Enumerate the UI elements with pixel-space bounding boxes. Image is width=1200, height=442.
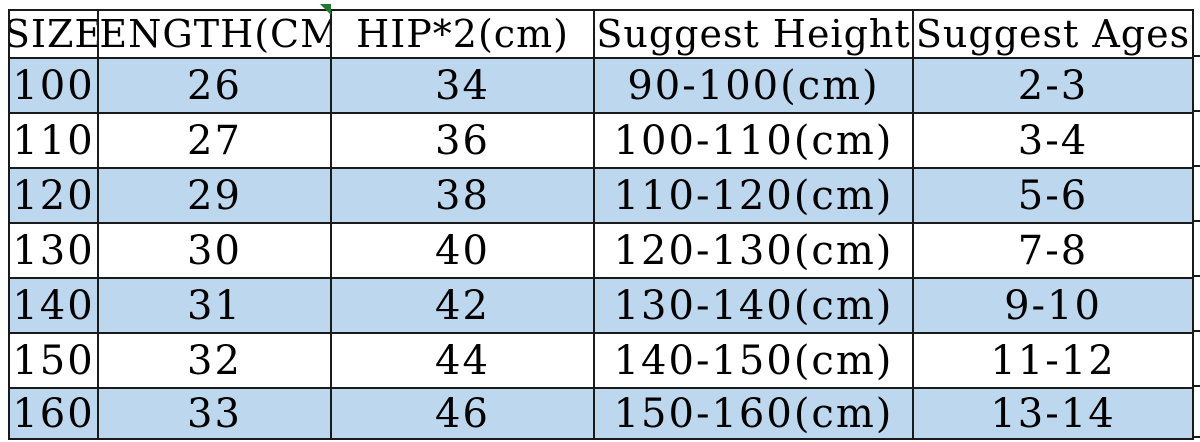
cell-length: 31: [99, 279, 332, 334]
gridline-stub: [1192, 110, 1200, 112]
gridline-stub: [1192, 220, 1200, 222]
cell-length: 29: [99, 169, 332, 224]
gridline-stub: [1192, 165, 1200, 167]
column-header-hip: HIP*2(cm): [332, 11, 595, 59]
cell-suggest-height: 150-160(cm): [595, 389, 914, 440]
gridline-stub: [1192, 436, 1200, 438]
cell-size: 160: [10, 389, 99, 440]
column-header-suggest-height: Suggest Height: [595, 11, 914, 59]
cell-suggest-ages: 5-6: [914, 169, 1194, 224]
cell-hip: 46: [332, 389, 595, 440]
cell-length: 27: [99, 114, 332, 169]
column-header-length: LENGTH(CM): [99, 11, 332, 59]
gridline-stub: [1192, 275, 1200, 277]
cell-suggest-ages: 7-8: [914, 224, 1194, 279]
cell-suggest-height: 100-110(cm): [595, 114, 914, 169]
cell-suggest-ages: 11-12: [914, 334, 1194, 389]
cell-hip: 42: [332, 279, 595, 334]
cell-size: 120: [10, 169, 99, 224]
cell-suggest-ages: 2-3: [914, 59, 1194, 114]
cell-size: 110: [10, 114, 99, 169]
cell-length: 30: [99, 224, 332, 279]
cell-length: 32: [99, 334, 332, 389]
cell-size: 100: [10, 59, 99, 114]
column-header-suggest-ages: Suggest Ages: [914, 11, 1194, 59]
cell-suggest-height: 110-120(cm): [595, 169, 914, 224]
cell-hip: 40: [332, 224, 595, 279]
size-table: SIZE LENGTH(CM) HIP*2(cm) Suggest Height…: [8, 9, 1194, 440]
cell-size: 130: [10, 224, 99, 279]
cell-hip: 36: [332, 114, 595, 169]
cell-suggest-height: 140-150(cm): [595, 334, 914, 389]
cell-size: 140: [10, 279, 99, 334]
column-header-size: SIZE: [10, 11, 99, 59]
cell-suggest-ages: 9-10: [914, 279, 1194, 334]
cell-hip: 44: [332, 334, 595, 389]
cell-suggest-height: 120-130(cm): [595, 224, 914, 279]
comment-indicator-icon: [320, 4, 331, 15]
cell-suggest-ages: 13-14: [914, 389, 1194, 440]
cell-suggest-ages: 3-4: [914, 114, 1194, 169]
cell-length: 33: [99, 389, 332, 440]
gridline-stub: [1192, 55, 1200, 57]
cell-hip: 34: [332, 59, 595, 114]
gridline-stub: [1192, 330, 1200, 332]
cell-suggest-height: 130-140(cm): [595, 279, 914, 334]
cell-suggest-height: 90-100(cm): [595, 59, 914, 114]
cell-length: 26: [99, 59, 332, 114]
cell-hip: 38: [332, 169, 595, 224]
gridline-stub: [1192, 385, 1200, 387]
cell-size: 150: [10, 334, 99, 389]
